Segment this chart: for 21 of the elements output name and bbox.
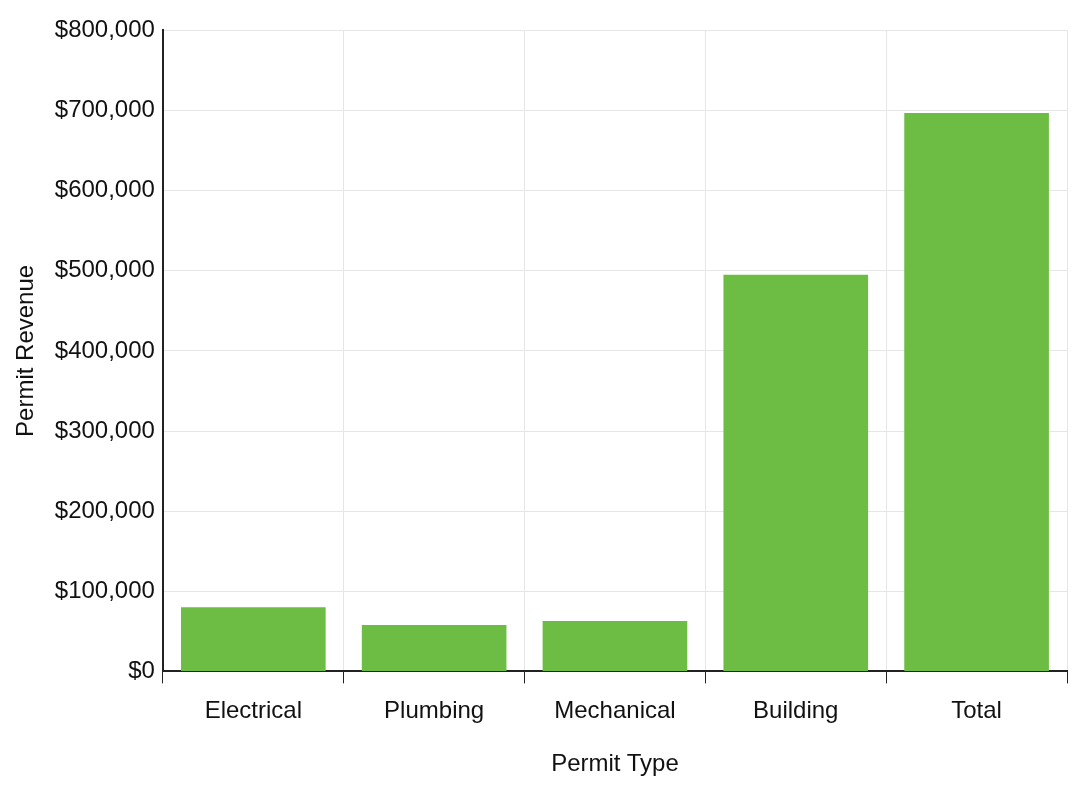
y-tick-label: $600,000 <box>54 175 155 203</box>
bar <box>723 274 869 671</box>
y-axis-title: Permit Revenue <box>11 264 39 437</box>
y-tick-label: $700,000 <box>54 95 155 123</box>
y-tick-label: $200,000 <box>54 495 155 523</box>
x-tick-label: Electrical <box>204 696 302 724</box>
bar <box>904 112 1049 671</box>
x-axis-title: Permit Type <box>551 749 679 777</box>
bar <box>180 607 326 671</box>
x-tick-label: Mechanical <box>554 696 676 724</box>
y-tick-label: $0 <box>128 656 155 684</box>
bar <box>361 624 507 671</box>
x-tick-label: Total <box>951 696 1002 724</box>
x-tick-label: Building <box>753 696 839 724</box>
y-tick-label: $800,000 <box>54 15 155 43</box>
bar <box>542 620 688 671</box>
y-tick-label: $400,000 <box>54 335 155 363</box>
y-tick-label: $100,000 <box>54 575 155 603</box>
y-tick-label: $300,000 <box>54 415 155 443</box>
y-tick-label: $500,000 <box>54 255 155 283</box>
x-tick-label: Plumbing <box>384 696 485 724</box>
